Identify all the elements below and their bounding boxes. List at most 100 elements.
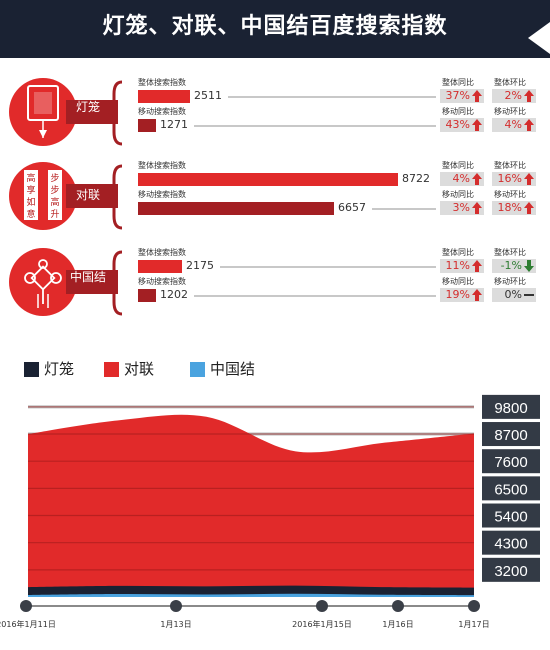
y-tick-box (482, 503, 540, 528)
up-arrow-icon (524, 119, 534, 131)
x-tick-label: 1月13日 (160, 620, 191, 629)
overall-yoy-box: 4% (440, 172, 484, 186)
mobile-yoy-box: 19% (440, 288, 484, 302)
title-banner: 灯笼、对联、中国结百度搜索指数 (0, 0, 550, 58)
up-arrow-icon (472, 202, 482, 214)
overall-mom-value: -1% (500, 259, 522, 272)
svg-text:意: 意 (26, 208, 35, 220)
up-arrow-icon (524, 90, 534, 102)
overall-yoy-box: 37% (440, 89, 484, 103)
y-tick-label: 4300 (494, 536, 527, 553)
mobile-yoy-label: 移动同比 (442, 107, 474, 116)
x-axis-marker (392, 600, 404, 612)
legend-label-couplet: 对联 (124, 360, 155, 378)
mobile-index-bar (138, 202, 334, 215)
mobile-yoy-value: 3% (452, 201, 470, 214)
lantern-section: 灯笼 整体搜索指数 2511 移动搜索指数 1271 整体同比 37% 整体环比 2% 移动同比 4… (0, 74, 550, 150)
overall-mom-label: 整体环比 (494, 78, 526, 87)
y-tick-label: 5400 (494, 509, 527, 526)
mobile-mom-value: 0% (504, 288, 522, 301)
lantern-icon (9, 78, 123, 146)
x-axis-marker (170, 600, 182, 612)
section-name: 对联 (76, 188, 101, 202)
mobile-mom-box: 0% (492, 288, 536, 302)
couplet-area (28, 414, 474, 597)
x-tick-label: 1月17日 (458, 620, 489, 629)
svg-text:步: 步 (50, 185, 59, 196)
couplet-section: 高享如意步步高升对联 整体搜索指数 8722 移动搜索指数 6657 整体同比 4% 整体环比… (0, 158, 550, 234)
legend-swatch-knot (190, 362, 205, 377)
mobile-mom-value: 18% (497, 201, 522, 214)
banner-shape (0, 0, 550, 58)
mobile-mom-label: 移动环比 (494, 107, 526, 116)
up-arrow-icon (472, 260, 482, 272)
overall-index-value: 8722 (402, 172, 430, 185)
overall-mom-box: 2% (492, 89, 536, 103)
legend-label-knot: 中国结 (210, 360, 256, 378)
y-tick-box (482, 476, 540, 501)
x-tick-label: 2016年1月11日 (0, 619, 56, 629)
overall-mom-value: 2% (504, 89, 522, 102)
overall-track-line (228, 96, 436, 98)
x-axis-marker (468, 600, 480, 612)
overall-search-label: 整体搜索指数 (138, 248, 186, 257)
knot-area (28, 593, 474, 597)
mobile-yoy-value: 43% (445, 118, 470, 131)
overall-yoy-value: 4% (452, 172, 470, 185)
mobile-mom-label: 移动环比 (494, 190, 526, 199)
mobile-mom-label: 移动环比 (494, 277, 526, 286)
up-arrow-icon (472, 173, 482, 185)
svg-text:高: 高 (26, 172, 35, 184)
up-arrow-icon (472, 119, 482, 131)
overall-yoy-value: 37% (445, 89, 470, 102)
x-axis-marker (20, 600, 32, 612)
y-tick-box (482, 394, 540, 419)
page-title: 灯笼、对联、中国结百度搜索指数 (102, 14, 448, 39)
knot-section: 中国结 整体搜索指数 2175 移动搜索指数 1202 整体同比 11% 整体环比 -1% 移动同… (0, 244, 550, 320)
svg-text:升: 升 (50, 209, 59, 220)
overall-mom-box: -1% (492, 259, 536, 273)
mobile-mom-value: 4% (504, 118, 522, 131)
legend-swatch-lantern (24, 362, 39, 377)
search-index-area-chart: 9800 8700 7600 6500 5400 4300 3200 2016年1月11日 1月… (0, 394, 540, 629)
y-tick-label: 7600 (494, 454, 527, 471)
overall-index-bar (138, 173, 398, 186)
overall-yoy-box: 11% (440, 259, 484, 273)
svg-text:步: 步 (50, 173, 59, 184)
mobile-track-line (194, 295, 436, 297)
mobile-yoy-label: 移动同比 (442, 190, 474, 199)
dash-icon (524, 294, 534, 296)
mobile-search-label: 移动搜索指数 (138, 107, 186, 116)
mobile-index-value: 1271 (160, 118, 188, 131)
up-arrow-icon (524, 173, 534, 185)
y-tick-label: 3200 (494, 563, 527, 580)
y-tick-label: 9800 (494, 400, 527, 417)
mobile-index-value: 1202 (160, 288, 188, 301)
mobile-index-bar (138, 119, 156, 132)
overall-yoy-value: 11% (445, 259, 470, 272)
up-arrow-icon (472, 90, 482, 102)
mobile-search-label: 移动搜索指数 (138, 277, 186, 286)
mobile-yoy-value: 19% (445, 288, 470, 301)
overall-mom-label: 整体环比 (494, 161, 526, 170)
y-tick-box (482, 557, 540, 582)
y-tick-label: 8700 (494, 427, 527, 444)
up-arrow-icon (472, 289, 482, 301)
mobile-mom-box: 4% (492, 118, 536, 132)
overall-search-label: 整体搜索指数 (138, 78, 186, 87)
mobile-index-value: 6657 (338, 201, 366, 214)
legend-swatch-couplet (104, 362, 119, 377)
svg-text:享: 享 (26, 184, 35, 196)
y-tick-box (482, 530, 540, 555)
x-axis-marker (316, 600, 328, 612)
mobile-index-bar (138, 289, 156, 302)
overall-yoy-label: 整体同比 (442, 248, 474, 257)
overall-mom-label: 整体环比 (494, 248, 526, 257)
overall-track-line (220, 266, 436, 268)
overall-index-value: 2511 (194, 89, 222, 102)
mobile-search-label: 移动搜索指数 (138, 190, 186, 199)
y-tick-box (482, 422, 540, 447)
x-tick-label: 1月16日 (382, 620, 413, 629)
mobile-track-line (194, 125, 436, 127)
